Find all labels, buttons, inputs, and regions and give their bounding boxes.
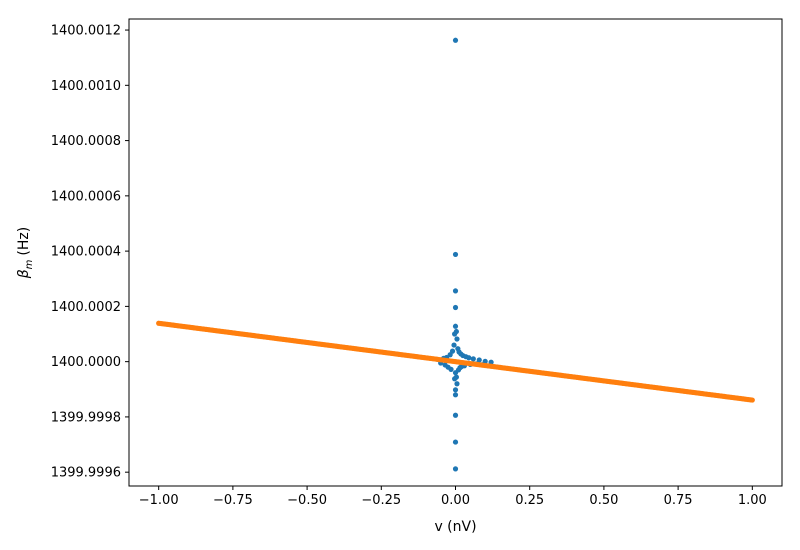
y-tick-label: 1399.9998 <box>51 410 121 425</box>
x-tick-label: 0.75 <box>664 493 693 508</box>
scatter-point-blue <box>454 381 460 387</box>
x-tick-label: 0.00 <box>441 493 470 508</box>
scatter-point-blue <box>452 412 459 418</box>
scatter-point-blue <box>452 466 459 472</box>
x-axis-label: v (nV) <box>434 519 476 535</box>
scatter-point-blue <box>454 336 460 342</box>
y-tick-label: 1399.9996 <box>51 466 121 481</box>
x-tick-label: 1.00 <box>738 493 767 508</box>
scatter-point-blue <box>451 342 457 348</box>
y-axis-label-subscript: m <box>24 259 35 269</box>
y-axis-label-symbol: β <box>16 269 32 279</box>
scatter-point-orange <box>749 397 755 403</box>
plot-area <box>156 37 755 472</box>
scatter-point-blue <box>452 323 459 329</box>
scatter-point-blue <box>452 251 459 258</box>
scatter-point-blue <box>466 355 472 361</box>
scatter-point-blue <box>452 304 459 311</box>
scatter-point-blue <box>447 352 453 358</box>
scatter-point-blue <box>452 387 459 393</box>
x-tick-label: 0.50 <box>589 493 618 508</box>
x-tick-label: 0.25 <box>515 493 544 508</box>
x-tick-label: −1.00 <box>139 493 179 508</box>
y-axis: 1399.9996 1399.9998 1400.0000 1400.0002 1400… <box>51 24 129 481</box>
x-tick-label: −0.25 <box>361 493 401 508</box>
scatter-point-blue <box>452 37 459 43</box>
scatter-point-blue <box>442 362 448 368</box>
scatter-point-blue <box>482 358 488 364</box>
scatter-point-blue <box>452 331 458 337</box>
y-axis-label-unit: (Hz) <box>16 227 32 256</box>
y-tick-label: 1400.0012 <box>51 24 121 39</box>
y-tick-label: 1400.0000 <box>51 355 121 370</box>
y-tick-label: 1400.0010 <box>51 79 121 94</box>
scatter-point-blue <box>452 288 459 294</box>
y-tick-label: 1400.0006 <box>51 189 121 204</box>
scatter-point-blue <box>452 439 459 445</box>
scatter-point-blue <box>452 376 458 382</box>
x-tick-label: −0.50 <box>287 493 327 508</box>
y-axis-label: βm (Hz) <box>16 227 35 280</box>
scatter-point-blue <box>476 357 482 363</box>
x-axis: −1.00 −0.75 −0.50 −0.25 0.00 0.25 0.50 0.75 1.00 <box>139 486 767 508</box>
scatter-point-blue <box>470 356 476 362</box>
y-tick-label: 1400.0008 <box>51 134 121 149</box>
x-tick-label: −0.75 <box>213 493 253 508</box>
scatter-point-blue <box>452 392 459 398</box>
y-tick-label: 1400.0004 <box>51 245 121 260</box>
y-tick-label: 1400.0002 <box>51 300 121 315</box>
